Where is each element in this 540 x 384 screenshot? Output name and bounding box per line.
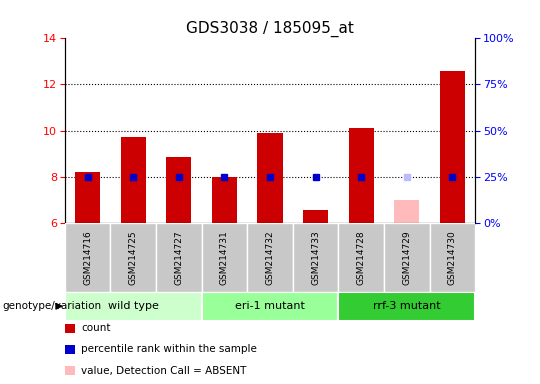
Bar [349,128,374,223]
Text: GSM214731: GSM214731 [220,230,229,285]
Bar [339,292,475,321]
Text: GSM214725: GSM214725 [129,230,138,285]
Bar [212,177,237,223]
Text: rrf-3 mutant: rrf-3 mutant [373,301,441,311]
Bar [201,292,339,321]
Bar [110,223,156,292]
Bar [156,223,201,292]
Bar [75,172,100,223]
Text: GSM214730: GSM214730 [448,230,457,285]
Bar [201,223,247,292]
Bar [65,292,201,321]
Bar [65,223,110,292]
Text: percentile rank within the sample: percentile rank within the sample [81,344,257,354]
Text: genotype/variation: genotype/variation [3,301,102,311]
Text: GSM214728: GSM214728 [357,230,366,285]
Bar [303,210,328,223]
Bar [258,133,282,223]
Bar [293,223,339,292]
Bar [166,157,191,223]
Bar [247,223,293,292]
Bar [120,137,146,223]
Text: GSM214727: GSM214727 [174,230,183,285]
Bar [339,223,384,292]
Bar [394,200,420,223]
Text: GSM214716: GSM214716 [83,230,92,285]
Text: GSM214733: GSM214733 [311,230,320,285]
Text: wild type: wild type [108,301,159,311]
Text: value, Detection Call = ABSENT: value, Detection Call = ABSENT [81,366,246,376]
Bar [440,71,465,223]
Title: GDS3038 / 185095_at: GDS3038 / 185095_at [186,21,354,37]
Bar [430,223,475,292]
Text: eri-1 mutant: eri-1 mutant [235,301,305,311]
Bar [384,223,430,292]
Text: GSM214729: GSM214729 [402,230,411,285]
Text: GSM214732: GSM214732 [266,230,274,285]
Text: count: count [81,323,111,333]
